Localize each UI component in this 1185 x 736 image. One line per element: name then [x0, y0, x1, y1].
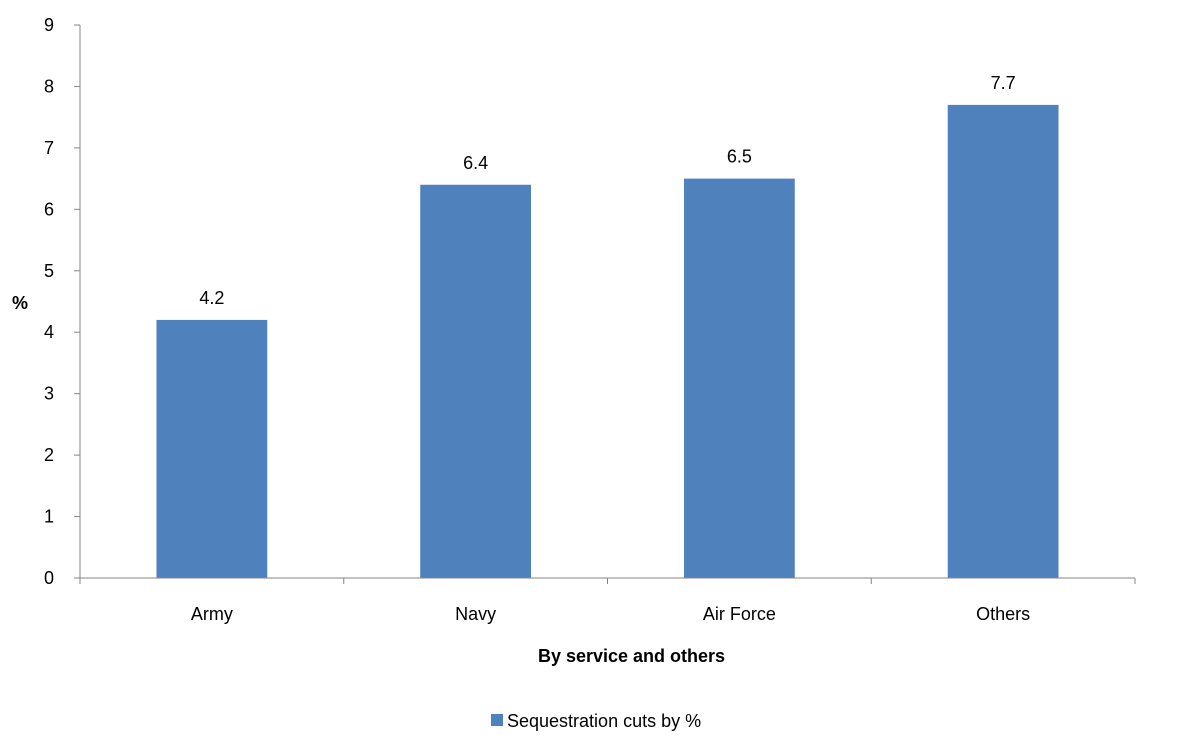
y-tick-label: 3 [44, 384, 54, 404]
x-tick-label: Army [191, 604, 233, 624]
y-tick-label: 0 [44, 568, 54, 588]
bar-army [156, 319, 268, 578]
x-tick-label: Air Force [703, 604, 776, 624]
x-tick-label: Navy [455, 604, 496, 624]
x-axis-ticks: Army Navy Air Force Others [79, 578, 1136, 624]
bar-navy [420, 184, 532, 578]
y-tick-label: 2 [44, 445, 54, 465]
y-tick-label: 1 [44, 507, 54, 527]
data-labels: 4.2 6.4 6.5 7.7 [199, 73, 1015, 308]
data-label: 7.7 [991, 73, 1016, 93]
bars [156, 104, 1059, 578]
legend-swatch [491, 714, 503, 726]
legend: Sequestration cuts by % [491, 711, 701, 731]
y-axis-title: % [12, 293, 28, 313]
y-tick-label: 6 [44, 199, 54, 219]
y-tick-label: 7 [44, 138, 54, 158]
bar-others [947, 104, 1059, 578]
bar-air-force [683, 178, 795, 578]
y-tick-label: 4 [44, 322, 54, 342]
data-label: 6.5 [727, 147, 752, 167]
y-axis-ticks: 0 1 2 3 4 5 6 7 8 9 [44, 15, 80, 588]
x-tick-label: Others [976, 604, 1030, 624]
legend-label: Sequestration cuts by % [507, 711, 701, 731]
y-tick-label: 8 [44, 76, 54, 96]
x-axis-title: By service and others [538, 646, 725, 666]
data-label: 4.2 [199, 288, 224, 308]
data-label: 6.4 [463, 153, 488, 173]
y-tick-label: 5 [44, 261, 54, 281]
y-tick-label: 9 [44, 15, 54, 35]
